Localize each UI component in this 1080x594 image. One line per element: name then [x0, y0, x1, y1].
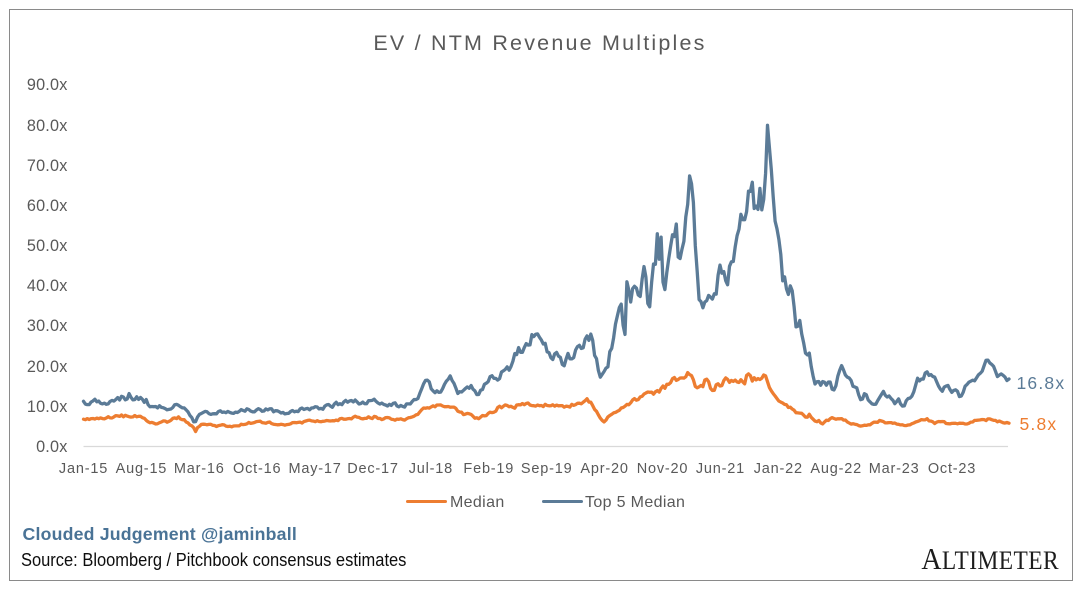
- svg-text:ALTIMETER: ALTIMETER: [921, 543, 1059, 577]
